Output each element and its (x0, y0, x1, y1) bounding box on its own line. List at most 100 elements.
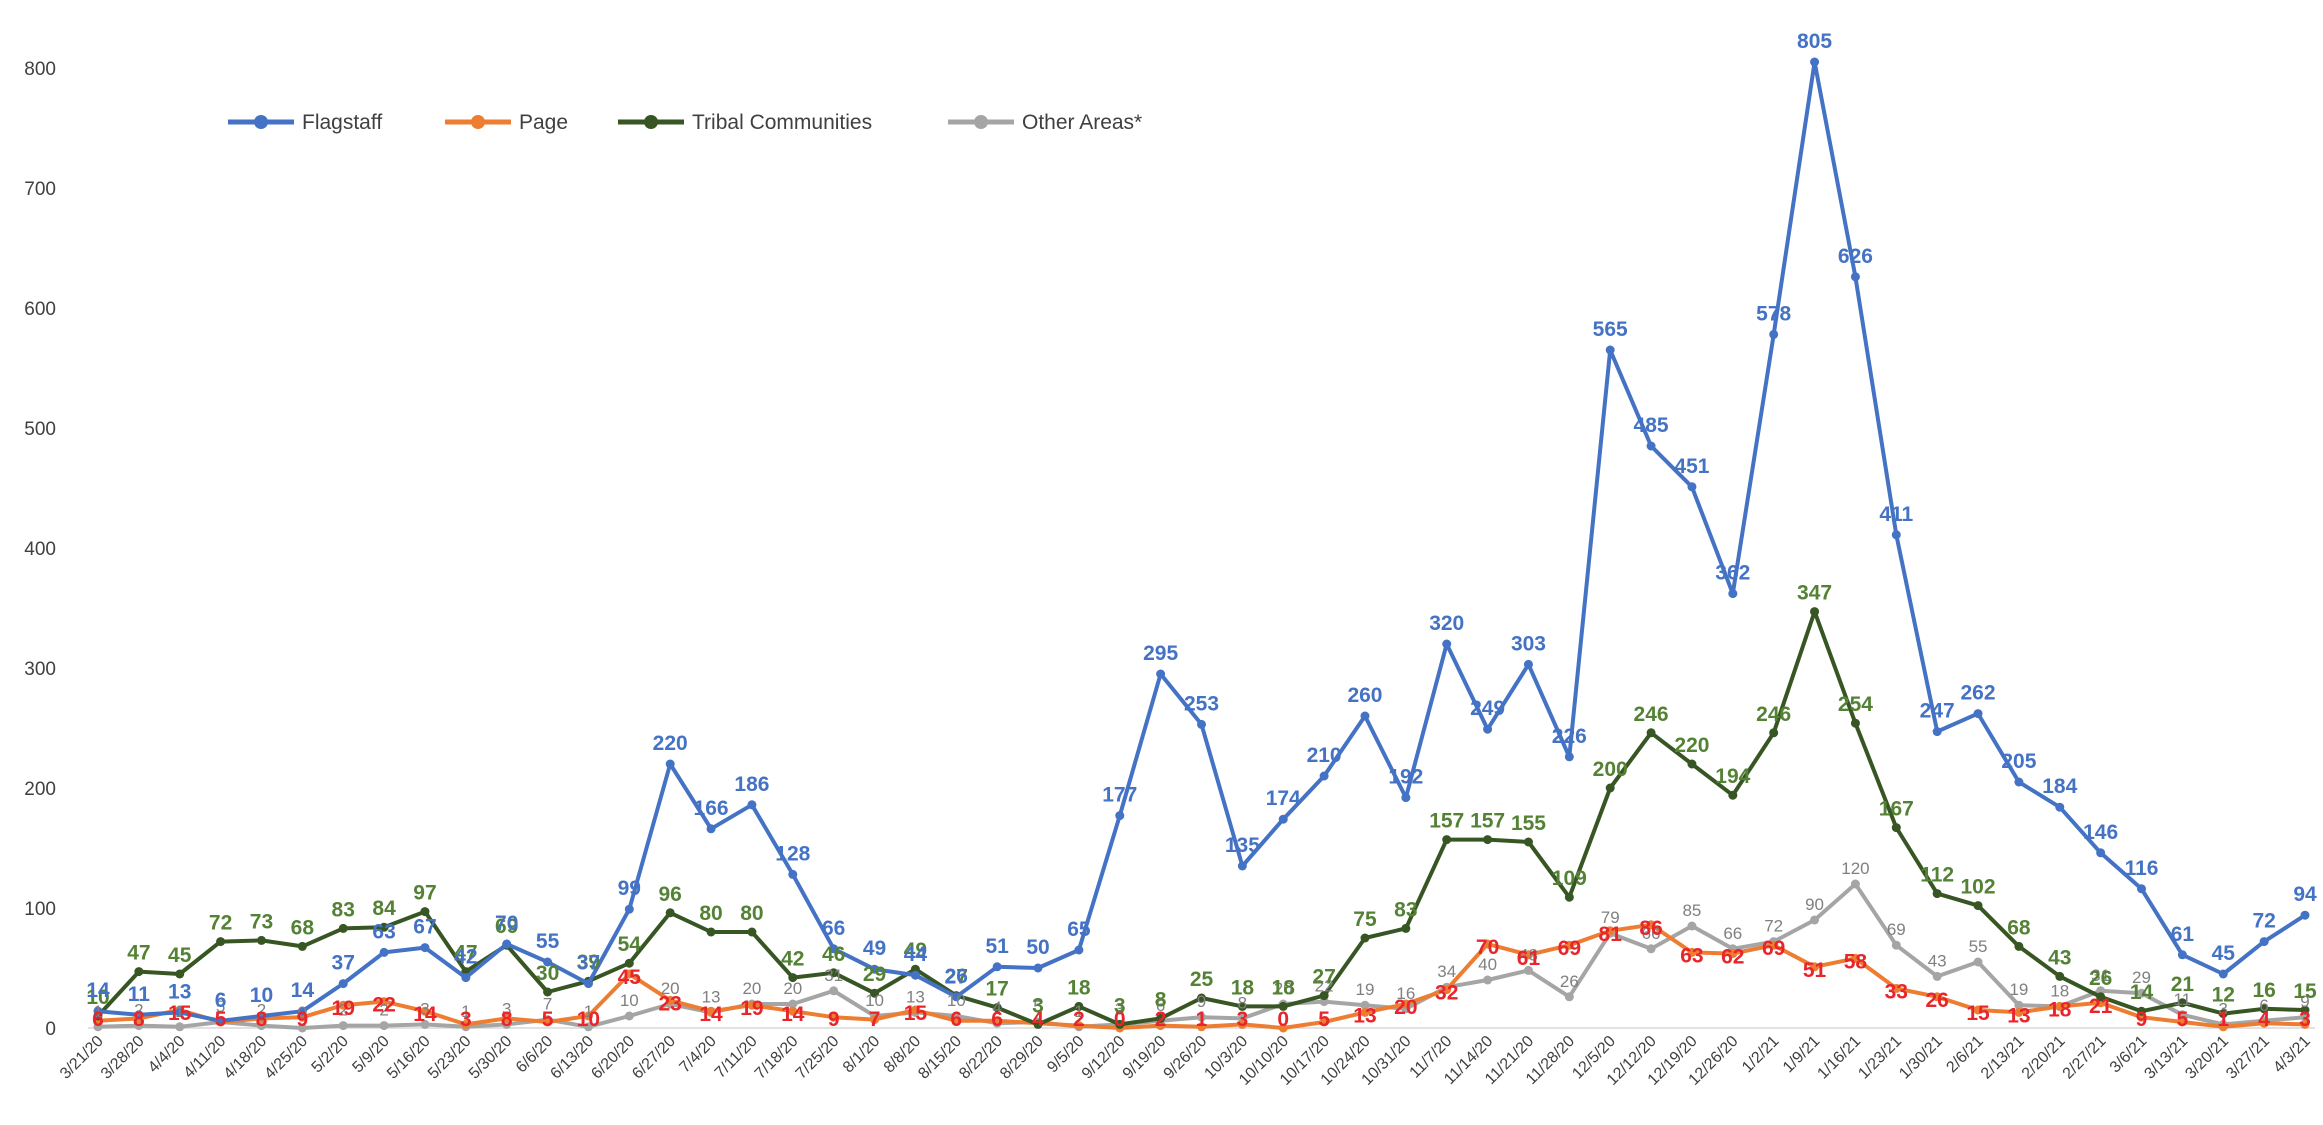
data-label: 65 (1067, 918, 1091, 941)
y-tick-label: 0 (45, 1019, 56, 1040)
data-point (1523, 837, 1533, 847)
data-point (1646, 920, 1656, 930)
data-point (1564, 752, 1574, 762)
data-label: 186 (734, 773, 769, 796)
data-label: 21 (2171, 973, 2195, 996)
data-label: 49 (863, 937, 886, 960)
data-label: 1 (2217, 1008, 2229, 1031)
data-point (2177, 950, 2187, 960)
x-tick-label: 2/20/21 (2019, 1033, 2069, 1083)
data-label: 362 (1715, 562, 1750, 585)
x-tick-label: 6/13/20 (547, 1033, 597, 1083)
data-label: 22 (1315, 977, 1334, 996)
data-point (1360, 711, 1370, 721)
data-label: 226 (1552, 725, 1587, 748)
data-label: 1 (93, 1002, 102, 1021)
data-point (1074, 1001, 1084, 1011)
data-label: 18 (1231, 976, 1255, 999)
data-point (992, 1016, 1002, 1026)
data-label: 254 (1838, 693, 1873, 716)
data-label: 200 (1593, 758, 1628, 781)
data-label: 31 (824, 966, 843, 985)
data-point (2014, 1007, 2024, 1017)
data-point (1687, 947, 1697, 957)
data-label: 13 (702, 987, 721, 1006)
data-point (1442, 985, 1452, 995)
data-point (1360, 1000, 1370, 1010)
data-label: 68 (291, 916, 315, 939)
x-tick-label: 8/1/20 (840, 1033, 884, 1077)
y-tick-label: 100 (24, 899, 56, 920)
x-tick-label: 9/26/20 (1161, 1033, 1211, 1083)
data-point (461, 973, 471, 983)
legend-item: Other Areas* (948, 111, 1142, 134)
data-point (1605, 345, 1615, 355)
data-label: 8 (1155, 988, 1167, 1011)
data-label: 205 (2001, 750, 2036, 773)
data-point (502, 1013, 512, 1023)
data-point (2055, 1001, 2065, 1011)
x-tick-label: 1/16/21 (1814, 1033, 1864, 1083)
x-tick-label: 4/3/21 (2270, 1033, 2314, 1077)
data-point (624, 1011, 634, 1021)
x-tick-label: 7/25/20 (793, 1033, 843, 1083)
data-label: 72 (209, 912, 232, 935)
data-point (665, 995, 675, 1005)
series-layer (93, 57, 2310, 1033)
data-point (2137, 884, 2147, 894)
data-label: 18 (2048, 998, 2072, 1021)
data-label: 19 (740, 997, 763, 1020)
data-point (1891, 940, 1901, 950)
data-label: 27 (945, 966, 968, 989)
x-tick-label: 4/18/20 (221, 1033, 271, 1083)
x-tick-label: 5/23/20 (425, 1033, 475, 1083)
data-label: 1 (1196, 1008, 1208, 1031)
data-point (1646, 441, 1656, 451)
data-label: 83 (332, 898, 355, 921)
data-point (216, 1016, 226, 1026)
data-label: 15 (2293, 980, 2317, 1003)
data-label: 626 (1838, 245, 1873, 268)
chart-legend: Flagstaff Page Tribal Communities Other Are… (228, 111, 1142, 134)
data-label: 7 (869, 1008, 881, 1031)
data-label: 1 (1074, 1002, 1083, 1021)
data-label: 70 (1476, 936, 1499, 959)
data-point (829, 986, 839, 996)
data-point (1564, 892, 1574, 902)
legend-label: Tribal Communities (692, 111, 872, 134)
data-point (1973, 901, 1983, 911)
data-point (1891, 530, 1901, 540)
data-point (420, 943, 430, 953)
y-tick-label: 400 (24, 539, 56, 560)
data-label: 26 (2089, 967, 2112, 990)
data-point (1932, 992, 1942, 1002)
data-point (93, 1006, 103, 1016)
data-point (624, 958, 634, 968)
data-point (1033, 963, 1043, 973)
data-label: 9 (828, 1008, 840, 1031)
data-point (379, 1021, 389, 1031)
data-point (2218, 969, 2228, 979)
data-label: 26 (945, 965, 968, 988)
data-label: 34 (1437, 962, 1456, 981)
data-point (338, 1021, 348, 1031)
data-label: 166 (694, 797, 729, 820)
legend-label: Flagstaff (302, 111, 382, 134)
data-label: 50 (1026, 936, 1049, 959)
data-label: 14 (2130, 981, 2154, 1004)
data-point (1973, 709, 1983, 719)
data-label: 128 (775, 842, 810, 865)
data-label: 22 (372, 994, 395, 1017)
data-label: 70 (495, 912, 518, 935)
data-point (1156, 669, 1166, 679)
data-point (1074, 945, 1084, 955)
data-label: 61 (2171, 923, 2195, 946)
data-label: 3 (502, 999, 511, 1018)
data-point (2300, 910, 2310, 920)
data-label: 17 (985, 978, 1008, 1001)
data-label: 210 (1307, 744, 1342, 767)
data-point (1237, 861, 1247, 871)
data-label: 14 (413, 1003, 437, 1026)
data-point (788, 1006, 798, 1016)
data-label: 112 (1920, 864, 1954, 887)
